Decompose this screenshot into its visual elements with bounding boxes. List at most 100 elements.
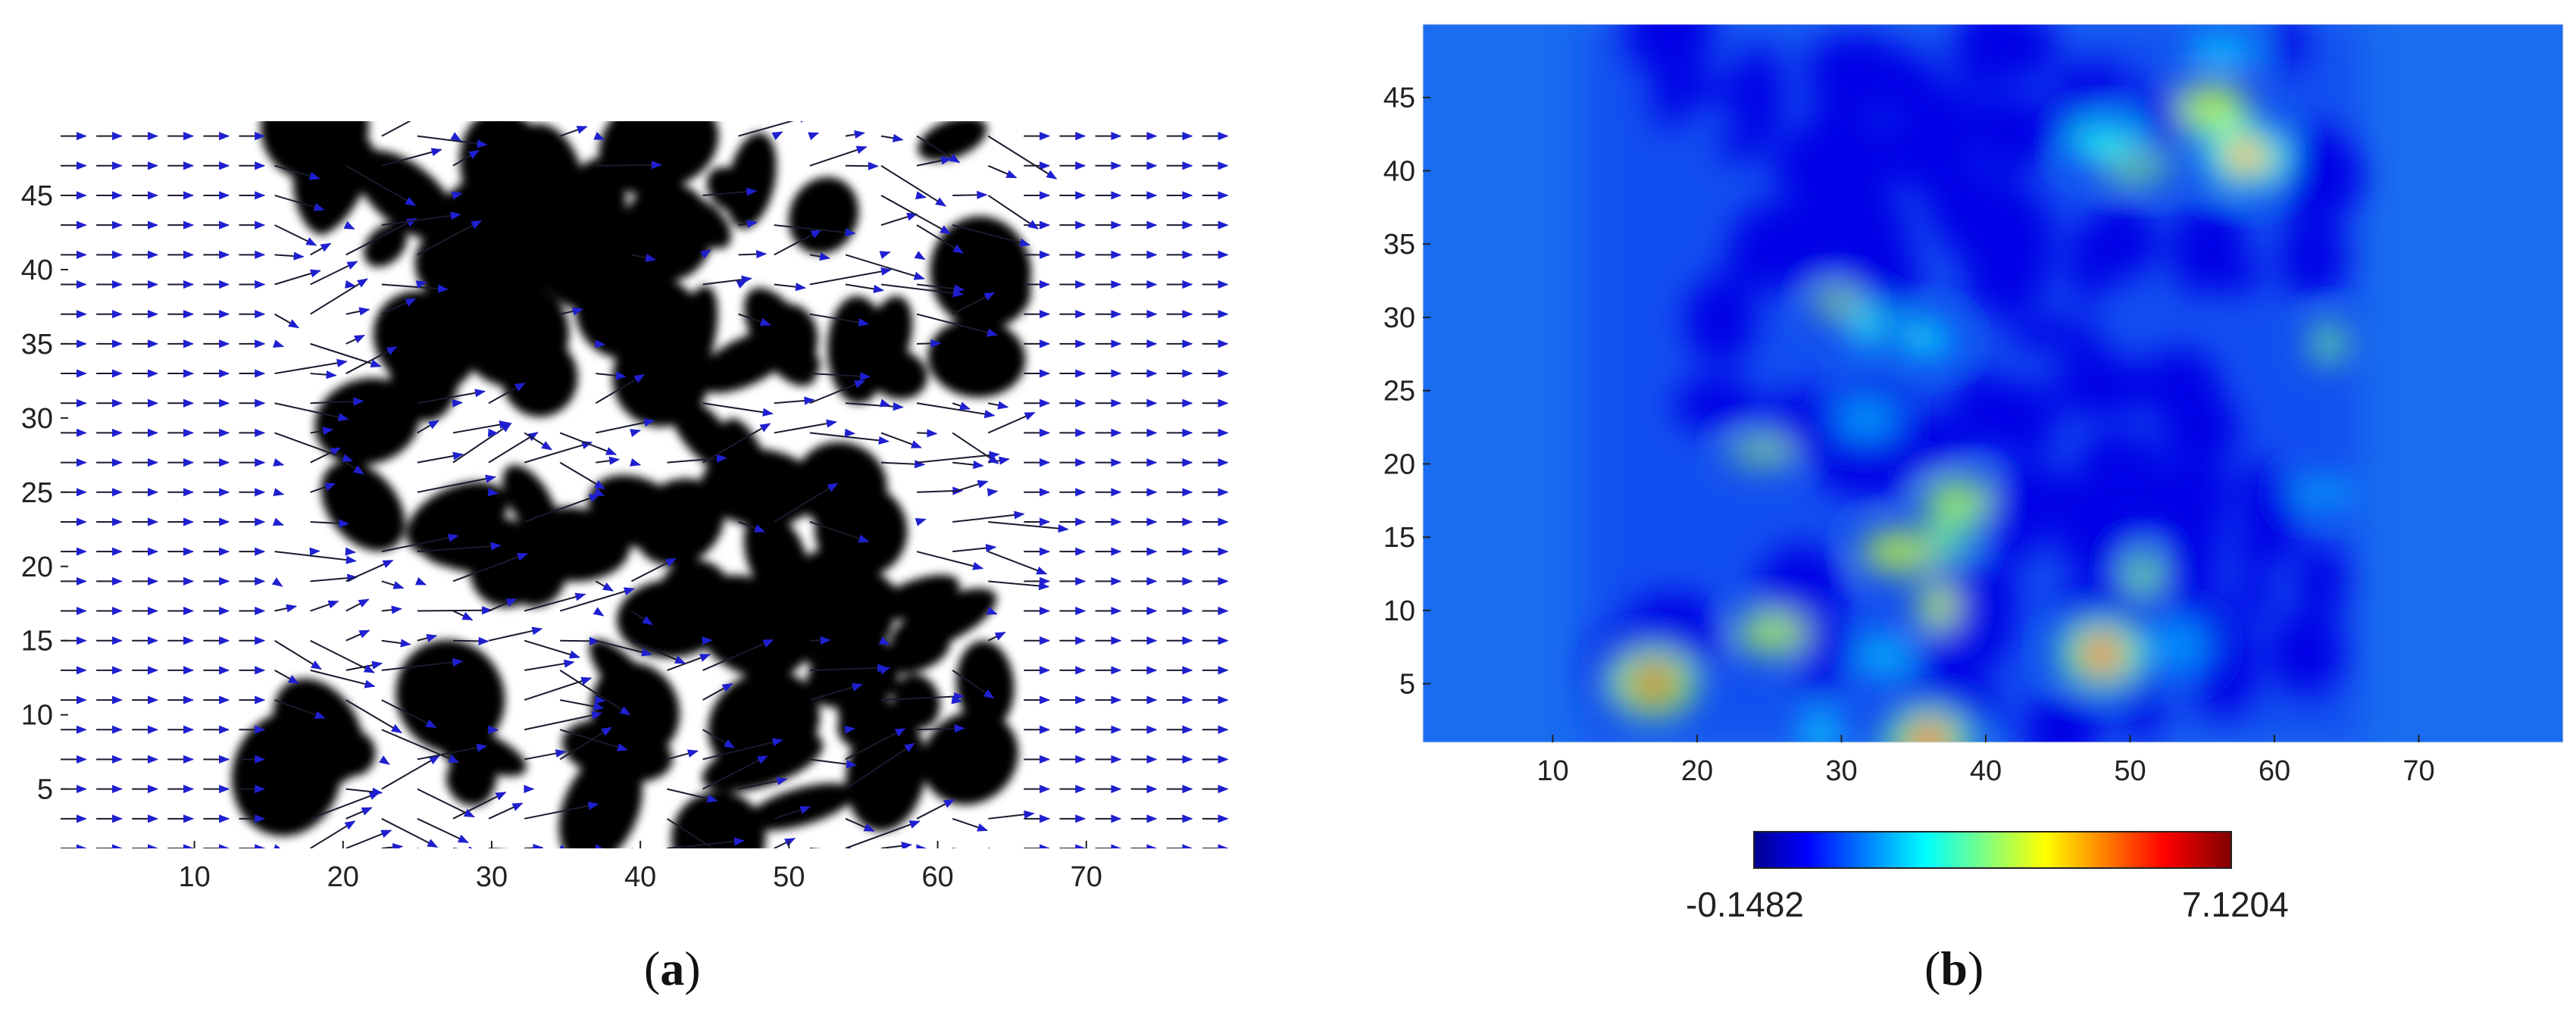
panel-a-quiver: 5 10 15 20 25 30 35 40 45 10 20 30 40 50 60 70	[21, 121, 1229, 893]
solid-grain	[680, 197, 731, 249]
low-velocity-region	[2236, 518, 2269, 579]
velocity-arrow	[452, 846, 480, 848]
velocity-arrow	[274, 358, 348, 375]
low-velocity-region	[1983, 470, 2049, 561]
velocity-arrow	[845, 727, 906, 761]
velocity-arrow	[345, 699, 402, 734]
velocity-arrow	[771, 131, 783, 140]
panel-a-xtick-label: 30	[476, 861, 508, 893]
velocity-arrow	[488, 382, 526, 404]
low-velocity-region	[1730, 201, 1824, 282]
velocity-arrow	[702, 636, 713, 645]
low-velocity-region	[2050, 76, 2095, 108]
velocity-arrow	[916, 551, 984, 570]
low-velocity-region	[2296, 543, 2345, 618]
velocity-arrow	[592, 607, 605, 617]
velocity-arrow	[524, 659, 575, 671]
low-velocity-region	[2068, 216, 2109, 307]
velocity-arrow	[988, 810, 1035, 820]
solid-grain	[670, 396, 740, 474]
low-velocity-region	[2096, 239, 2159, 270]
panel-b-xtick-label: 10	[1537, 755, 1568, 787]
velocity-arrow	[702, 755, 768, 790]
solid-grain	[721, 418, 769, 500]
velocity-arrow	[952, 432, 999, 464]
velocity-arrow	[880, 164, 947, 207]
solid-grain	[921, 711, 1018, 805]
panel-a-xtick-label: 10	[178, 861, 210, 893]
velocity-arrow	[917, 283, 965, 293]
velocity-arrow	[595, 339, 606, 348]
colorbar	[1753, 831, 2232, 869]
velocity-arrow	[345, 164, 417, 206]
velocity-arrow	[774, 230, 822, 256]
velocity-arrow	[452, 398, 464, 408]
velocity-arrow	[702, 738, 783, 761]
low-velocity-region	[2022, 692, 2102, 742]
panel-a-ytick-label: 15	[21, 626, 53, 657]
velocity-arrow	[845, 817, 875, 832]
velocity-arrow	[417, 220, 482, 256]
panel-b-ytick-label: 10	[1383, 595, 1415, 627]
velocity-arrow	[774, 483, 839, 523]
solid-grain	[364, 223, 408, 267]
flow-channel	[2070, 123, 2126, 162]
velocity-arrow	[845, 820, 921, 848]
low-velocity-region	[2273, 24, 2305, 73]
velocity-arrow	[274, 699, 326, 720]
velocity-arrow	[487, 488, 499, 497]
flow-channel	[2289, 481, 2361, 505]
velocity-arrow	[381, 211, 461, 226]
flow-channel	[2311, 323, 2346, 364]
low-velocity-region	[2008, 316, 2089, 352]
velocity-arrow	[345, 807, 373, 820]
velocity-arrow	[452, 552, 528, 583]
velocity-arrow	[951, 695, 963, 704]
low-velocity-region	[1928, 561, 2018, 592]
panel-b-ytick-label: 40	[1383, 155, 1415, 187]
velocity-arrow	[987, 411, 1036, 434]
velocity-arrow	[594, 695, 606, 704]
low-velocity-region	[1673, 376, 1760, 434]
low-velocity-region	[1916, 620, 2011, 672]
velocity-arrow	[952, 848, 990, 857]
velocity-arrow	[593, 132, 605, 141]
panel-a-velocity-arrows	[61, 121, 1229, 857]
panel-a-ytick-label: 40	[21, 255, 53, 286]
flow-channel	[1917, 583, 1959, 629]
velocity-arrow	[808, 132, 820, 141]
velocity-arrow	[916, 224, 964, 254]
velocity-arrow	[738, 313, 771, 326]
flow-channel	[1859, 638, 1910, 674]
velocity-arrow	[273, 458, 285, 467]
velocity-arrow	[880, 692, 965, 701]
velocity-arrow	[809, 664, 889, 673]
low-velocity-region	[2274, 147, 2365, 206]
velocity-arrow	[381, 533, 459, 553]
panel-b-xtick-label: 20	[1681, 755, 1713, 787]
velocity-arrow	[274, 670, 299, 684]
flow-channel	[1849, 305, 1887, 347]
velocity-arrow	[916, 156, 952, 167]
velocity-arrow	[381, 657, 464, 671]
velocity-arrow	[345, 334, 366, 345]
panel-a-solid-phase	[231, 121, 1031, 848]
velocity-arrow	[845, 283, 885, 293]
velocity-arrow	[987, 195, 1039, 230]
velocity-arrow	[524, 676, 592, 701]
solid-grain	[314, 378, 420, 465]
flow-channel	[1834, 398, 1899, 439]
solid-grain	[788, 176, 859, 255]
panel-a-ytick-label: 30	[21, 403, 53, 435]
low-velocity-region	[1974, 92, 2051, 176]
velocity-arrow	[809, 758, 858, 769]
velocity-arrow	[310, 820, 356, 848]
low-velocity-region	[1824, 436, 1887, 499]
solid-grain	[320, 461, 405, 551]
velocity-arrow	[560, 699, 605, 711]
velocity-arrow	[702, 402, 774, 417]
velocity-arrow	[381, 843, 404, 848]
velocity-arrow	[702, 729, 736, 748]
velocity-arrow	[702, 639, 774, 671]
velocity-arrow	[952, 670, 995, 699]
